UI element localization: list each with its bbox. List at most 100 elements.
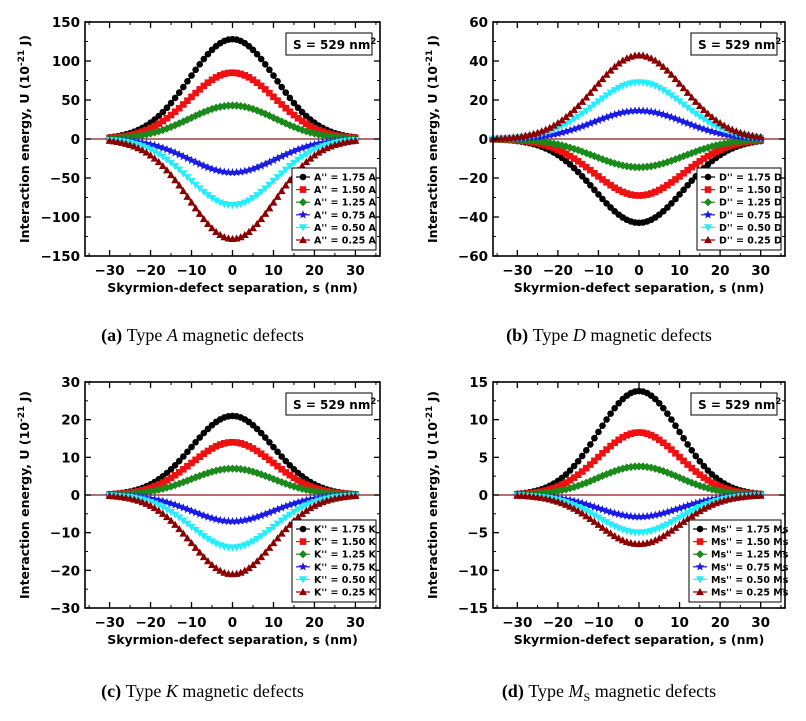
data-point	[664, 442, 671, 450]
legend-marker	[695, 550, 705, 559]
y-tick-label: 10	[61, 450, 80, 466]
data-point	[167, 516, 176, 524]
data-point	[708, 479, 716, 486]
data-point	[700, 155, 708, 162]
data-point	[257, 82, 265, 90]
data-point	[285, 163, 294, 171]
data-point	[244, 540, 253, 548]
legend-entry: Ms'' = 1.50 Ms	[711, 537, 789, 548]
data-point	[187, 523, 196, 531]
data-point	[212, 443, 220, 450]
data-point	[634, 106, 644, 115]
data-point	[618, 107, 628, 117]
data-point	[270, 93, 277, 101]
data-point	[150, 154, 159, 162]
x-tick-label: −20	[136, 263, 166, 279]
y-tick-label: −10	[458, 563, 488, 579]
data-point	[171, 176, 180, 184]
data-point	[167, 159, 176, 167]
data-point	[574, 101, 583, 110]
legend-marker	[704, 224, 712, 232]
x-tick-label: 30	[751, 263, 770, 279]
data-point	[192, 66, 199, 74]
data-point	[286, 94, 294, 102]
data-point	[265, 543, 274, 551]
data-point	[663, 66, 672, 74]
legend-marker	[299, 588, 307, 596]
data-point	[557, 116, 566, 124]
series-6	[105, 491, 360, 578]
data-point	[708, 113, 716, 121]
data-point	[318, 146, 327, 154]
chart-panel-a: −30 −20 −10 0 10 20 30−150−100−50050100150Skyr…	[17, 15, 381, 346]
data-point	[298, 504, 307, 512]
chart-panel-d: −30 −20 −10 0 10 20 30 −15 −10 −5 0 5 10 15 Skyrmion-d…	[425, 375, 789, 704]
data-point	[277, 187, 286, 195]
data-point	[614, 84, 623, 92]
data-point	[281, 514, 290, 522]
data-point	[195, 185, 204, 193]
data-point	[643, 430, 651, 438]
data-point	[171, 511, 180, 519]
data-point	[286, 108, 294, 116]
data-point	[599, 449, 606, 457]
data-point	[660, 404, 667, 412]
data-point	[541, 125, 550, 133]
data-point	[191, 527, 200, 535]
data-point	[196, 434, 204, 441]
y-tick-label: 5	[479, 450, 488, 466]
data-point	[294, 477, 302, 484]
data-point	[294, 156, 303, 164]
data-point	[704, 152, 712, 160]
data-point	[219, 516, 229, 525]
panel-caption: (a) Type A magnetic defects	[101, 325, 304, 346]
data-point	[587, 461, 594, 468]
data-point	[680, 457, 687, 465]
data-point	[660, 439, 667, 447]
legend-marker	[299, 538, 307, 545]
data-point	[582, 447, 590, 454]
data-point	[675, 503, 684, 512]
data-point	[302, 120, 310, 128]
data-point	[248, 164, 258, 173]
data-point	[578, 468, 586, 475]
data-point	[692, 452, 700, 460]
data-point	[622, 107, 632, 116]
data-point	[720, 144, 728, 152]
data-point	[133, 137, 143, 146]
legend: A'' = 1.75 AA'' = 1.50 AA'' = 1.25 AA'' …	[291, 167, 377, 251]
x-axis-label: Skyrmion-defect separation, s (nm)	[107, 632, 358, 647]
data-point	[236, 516, 246, 525]
annotation-box	[285, 392, 373, 416]
data-point	[180, 83, 187, 91]
data-point	[196, 453, 204, 461]
data-point	[654, 108, 664, 118]
data-point	[667, 92, 676, 100]
data-point	[199, 552, 208, 561]
data-point	[603, 416, 610, 423]
data-point	[570, 116, 579, 124]
data-point	[695, 123, 705, 132]
y-tick-label: 50	[61, 93, 80, 109]
data-point	[175, 104, 183, 112]
data-point	[233, 69, 240, 77]
data-point	[274, 78, 281, 85]
data-point	[278, 101, 285, 108]
series-1	[106, 412, 359, 498]
data-point	[225, 439, 232, 446]
data-point	[558, 148, 566, 156]
legend-box	[291, 519, 377, 603]
data-point	[199, 214, 208, 223]
data-point	[614, 534, 623, 542]
data-point	[180, 101, 187, 108]
data-point	[200, 429, 208, 437]
x-tick-label: −10	[176, 615, 206, 631]
data-point	[671, 523, 680, 531]
legend-entry: Ms'' = 0.25 Ms	[711, 588, 789, 599]
data-point	[245, 443, 253, 450]
data-point	[244, 165, 254, 174]
data-point	[598, 114, 607, 123]
data-point	[221, 70, 228, 78]
data-point	[679, 84, 688, 92]
y-axis-label: Interaction energy, U (10-21 J)	[17, 35, 32, 243]
